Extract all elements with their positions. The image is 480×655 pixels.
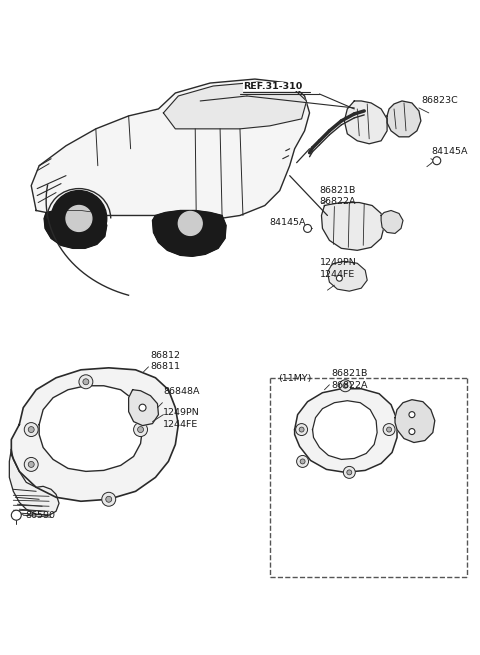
Circle shape <box>24 422 38 436</box>
Text: 86821B: 86821B <box>320 185 356 195</box>
Polygon shape <box>153 210 226 256</box>
Text: REF.31-310: REF.31-310 <box>243 82 302 91</box>
Text: 1249PN: 1249PN <box>162 407 199 417</box>
Polygon shape <box>344 101 387 144</box>
Polygon shape <box>295 388 397 472</box>
Circle shape <box>433 157 441 164</box>
Text: 86822A: 86822A <box>331 381 368 390</box>
Circle shape <box>51 191 107 246</box>
Polygon shape <box>12 368 179 501</box>
Circle shape <box>139 404 146 411</box>
Circle shape <box>138 426 144 432</box>
Text: 1244FE: 1244FE <box>162 420 198 428</box>
Polygon shape <box>395 400 435 443</box>
Circle shape <box>303 225 312 233</box>
Text: 1244FE: 1244FE <box>320 271 355 279</box>
Text: 86821B: 86821B <box>331 369 368 378</box>
Polygon shape <box>163 82 307 129</box>
Polygon shape <box>381 210 403 233</box>
Circle shape <box>336 275 342 281</box>
Circle shape <box>106 496 112 502</box>
Circle shape <box>133 422 147 436</box>
Circle shape <box>299 427 304 432</box>
Polygon shape <box>327 261 367 291</box>
Circle shape <box>24 457 38 472</box>
Circle shape <box>296 424 308 436</box>
Text: 86823C: 86823C <box>421 96 457 105</box>
Polygon shape <box>9 449 59 515</box>
Text: 1249PN: 1249PN <box>320 258 356 267</box>
Polygon shape <box>44 210 107 248</box>
Circle shape <box>179 212 202 235</box>
Circle shape <box>386 427 392 432</box>
Circle shape <box>102 493 116 506</box>
Circle shape <box>383 424 395 436</box>
Polygon shape <box>39 386 143 472</box>
Text: 86811: 86811 <box>151 362 180 371</box>
Text: 84145A: 84145A <box>432 147 468 156</box>
Circle shape <box>339 380 351 392</box>
Circle shape <box>28 426 34 432</box>
Polygon shape <box>322 202 384 250</box>
Text: 86822A: 86822A <box>320 196 356 206</box>
Circle shape <box>12 510 21 520</box>
Text: 84145A: 84145A <box>270 218 306 227</box>
Circle shape <box>83 379 89 384</box>
Text: 86812: 86812 <box>151 351 180 360</box>
Circle shape <box>66 206 92 231</box>
Polygon shape <box>312 401 377 459</box>
Circle shape <box>343 466 355 478</box>
Circle shape <box>409 428 415 434</box>
Circle shape <box>297 455 309 468</box>
Polygon shape <box>387 101 421 137</box>
Polygon shape <box>31 79 310 221</box>
Circle shape <box>347 470 352 475</box>
Text: 86848A: 86848A <box>163 386 200 396</box>
Text: 86590: 86590 <box>25 511 55 520</box>
Polygon shape <box>129 390 158 426</box>
Circle shape <box>343 383 348 388</box>
Circle shape <box>300 459 305 464</box>
Text: (11MY): (11MY) <box>278 374 311 383</box>
Circle shape <box>409 411 415 418</box>
Circle shape <box>79 375 93 388</box>
Circle shape <box>28 461 34 468</box>
